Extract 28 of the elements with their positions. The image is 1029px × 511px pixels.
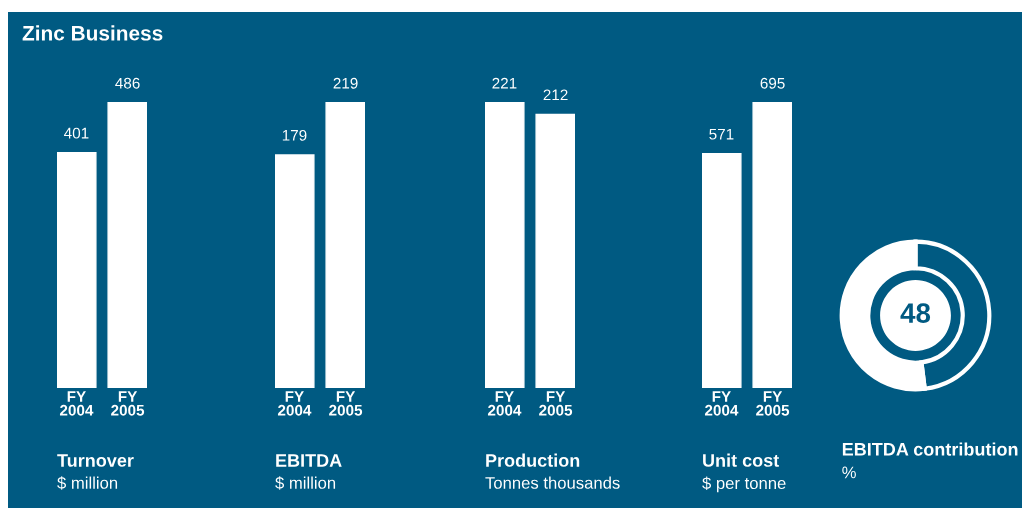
- text: %: [842, 466, 856, 479]
- text: $ per tonne: [702, 476, 786, 493]
- x-tick-label: FY 2005: [111, 391, 145, 416]
- text: $ million: [57, 476, 118, 490]
- text: Tonnes thousands: [485, 476, 620, 489]
- data-label: 219: [333, 77, 358, 89]
- data-label: 221: [492, 77, 517, 89]
- data-label: 212: [543, 89, 568, 101]
- x-tick-label: FY 2005: [539, 391, 573, 416]
- text: $ million: [275, 476, 336, 490]
- x-tick-label: FY 2004: [704, 391, 739, 416]
- x-axis-title: EBITDA: [276, 454, 342, 467]
- data-label: 571: [709, 128, 734, 140]
- x-tick-label: FY 2004: [59, 391, 94, 416]
- x-tick-label: FY 2005: [756, 391, 790, 416]
- x-tick-label: FY 2004: [277, 391, 312, 416]
- data-label: 695: [760, 77, 785, 89]
- data-label: 179: [282, 129, 307, 141]
- x-tick-label: FY 2005: [329, 391, 363, 416]
- data-label: 486: [115, 77, 140, 89]
- data-label: 48: [900, 303, 931, 323]
- text: EBITDA contribution: [842, 442, 1018, 456]
- x-axis-title: Unit cost: [703, 453, 780, 467]
- x-axis-title: Production: [486, 453, 580, 467]
- x-tick-label: FY 2004: [487, 391, 522, 416]
- data-label: 401: [64, 127, 89, 139]
- x-axis-title: Turnover: [57, 454, 134, 467]
- chart-title: Zinc Business: [22, 25, 163, 41]
